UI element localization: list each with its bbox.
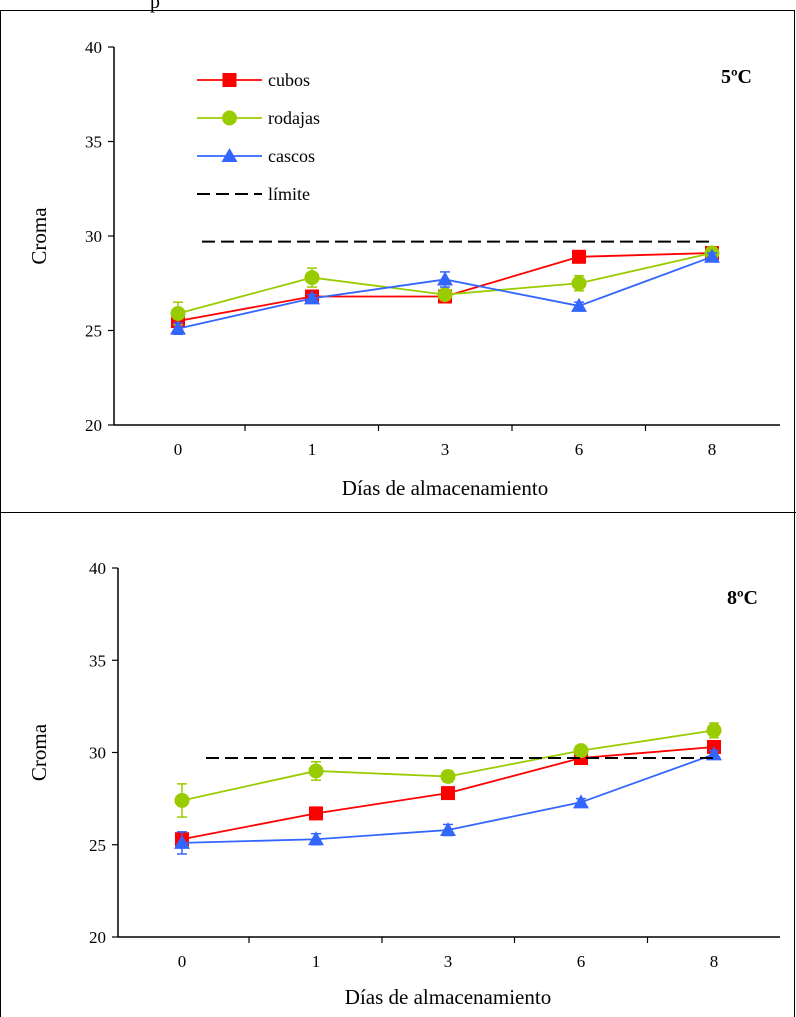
legend-label-rodajas: rodajas xyxy=(268,108,320,128)
x-tick-label: 6 xyxy=(575,440,584,459)
x-axis-title: Días de almacenamiento xyxy=(345,985,551,1009)
y-tick-label: 25 xyxy=(85,322,102,341)
data-point-cascos xyxy=(704,248,720,263)
chart-legend: cubos rodajas cascos límite xyxy=(197,70,320,204)
figure-frame xyxy=(0,10,795,1017)
x-axis-title: Días de almacenamiento xyxy=(342,476,548,500)
data-point-cubos xyxy=(309,806,323,821)
chart-panel-5c: 20 25 30 35 40 0 1 3 6 8 Días de almacenamiento Cro… xyxy=(27,38,780,500)
data-point-cascos xyxy=(170,320,186,335)
clipped-heading-text: p xyxy=(150,0,160,13)
x-tick-label: 3 xyxy=(441,440,450,459)
data-point-rodajas xyxy=(437,287,453,303)
x-tick-label: 0 xyxy=(178,952,187,971)
x-tick-label: 1 xyxy=(312,952,321,971)
data-point-rodajas xyxy=(174,792,190,808)
y-tick-label: 40 xyxy=(85,38,102,57)
data-point-cascos xyxy=(304,290,320,305)
data-point-rodajas xyxy=(440,768,456,784)
legend-label-cascos: cascos xyxy=(268,146,315,166)
x-tick-label: 8 xyxy=(708,440,717,459)
y-axis-title: Croma xyxy=(27,723,51,781)
data-point-cubos xyxy=(572,249,586,264)
legend-marker-rodajas xyxy=(222,110,237,126)
legend-label-cubos: cubos xyxy=(268,70,310,90)
y-tick-label: 20 xyxy=(85,416,102,435)
data-point-cascos xyxy=(571,297,587,312)
data-point-rodajas xyxy=(308,763,324,779)
data-point-rodajas xyxy=(573,743,589,759)
data-point-cascos xyxy=(308,831,324,846)
y-tick-label: 25 xyxy=(89,836,106,855)
temperature-annotation: 8ºC xyxy=(727,587,758,609)
data-point-cascos xyxy=(174,834,190,849)
y-axis-title: Croma xyxy=(27,207,51,265)
data-point-cubos xyxy=(441,786,455,801)
data-point-cascos xyxy=(440,821,456,836)
y-tick-label: 20 xyxy=(89,928,106,947)
panel-divider xyxy=(0,512,796,513)
y-tick-label: 40 xyxy=(89,559,106,578)
data-point-cascos xyxy=(573,794,589,809)
data-point-rodajas xyxy=(706,722,722,738)
x-tick-label: 3 xyxy=(444,952,453,971)
legend-marker-cubos xyxy=(222,73,237,87)
chart-panel-8c: 20 25 30 35 40 0 1 3 6 8 Días de almacenamiento Cro… xyxy=(27,559,780,1009)
legend-label-lmite: límite xyxy=(268,184,310,204)
y-tick-label: 35 xyxy=(89,651,106,670)
data-point-cascos xyxy=(437,271,453,286)
data-point-cascos xyxy=(706,746,722,761)
x-tick-label: 8 xyxy=(710,952,719,971)
x-tick-label: 1 xyxy=(308,440,317,459)
data-point-rodajas xyxy=(571,275,587,291)
data-point-rodajas xyxy=(304,270,320,286)
temperature-annotation: 5ºC xyxy=(721,66,752,88)
legend-marker-cascos xyxy=(221,148,238,162)
y-tick-label: 35 xyxy=(85,133,102,152)
y-tick-label: 30 xyxy=(89,744,106,763)
x-tick-label: 0 xyxy=(174,440,183,459)
y-tick-label: 30 xyxy=(85,227,102,246)
x-tick-label: 6 xyxy=(577,952,586,971)
data-point-rodajas xyxy=(170,305,186,321)
